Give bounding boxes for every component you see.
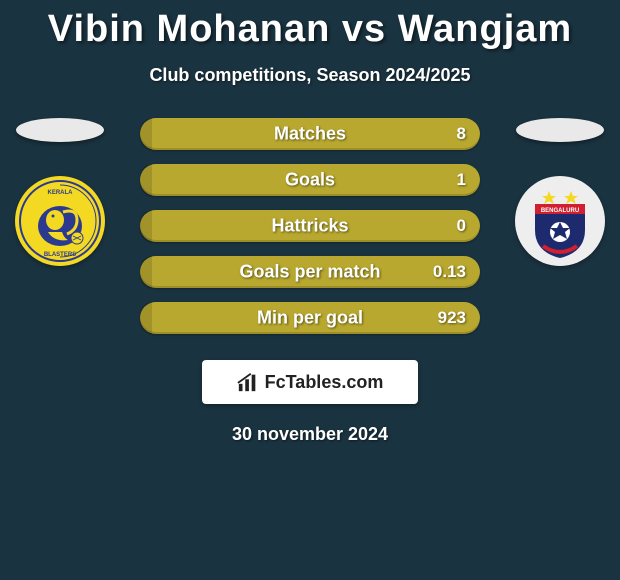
left-club-logo: KERALA BLASTERS	[15, 176, 105, 266]
left-player-column: KERALA BLASTERS	[10, 114, 110, 266]
bar-left-segment	[140, 256, 152, 288]
stat-right-value: 0	[457, 216, 466, 236]
stat-bar: Goals 1	[140, 164, 480, 196]
svg-text:BENGALURU: BENGALURU	[541, 208, 579, 214]
stat-bar: Hattricks 0	[140, 210, 480, 242]
stat-label: Goals per match	[239, 262, 380, 283]
stat-right-value: 8	[457, 124, 466, 144]
stat-right-value: 923	[438, 308, 466, 328]
stat-right-value: 1	[457, 170, 466, 190]
bar-left-segment	[140, 302, 152, 334]
stat-bar: Min per goal 923	[140, 302, 480, 334]
fctables-label: FcTables.com	[265, 372, 384, 393]
bar-left-segment	[140, 118, 152, 150]
bar-chart-icon	[237, 371, 259, 393]
bar-left-segment	[140, 210, 152, 242]
date-label: 30 november 2024	[0, 424, 620, 445]
kerala-blasters-icon: KERALA BLASTERS	[15, 176, 105, 266]
bar-left-segment	[140, 164, 152, 196]
right-club-logo: BENGALURU	[515, 176, 605, 266]
stat-label: Matches	[274, 124, 346, 145]
fctables-watermark: FcTables.com	[202, 360, 418, 404]
stat-bar: Goals per match 0.13	[140, 256, 480, 288]
stat-label: Goals	[285, 170, 335, 191]
svg-text:BLASTERS: BLASTERS	[44, 252, 76, 258]
stat-label: Min per goal	[257, 308, 363, 329]
stats-area: KERALA BLASTERS	[0, 114, 620, 334]
subtitle: Club competitions, Season 2024/2025	[0, 65, 620, 86]
left-player-photo-placeholder	[16, 118, 104, 142]
stat-label: Hattricks	[271, 216, 348, 237]
svg-text:KERALA: KERALA	[48, 190, 74, 196]
stat-bars: Matches 8 Goals 1 Hattricks 0 Goals per match 0…	[140, 114, 480, 334]
stat-bar: Matches 8	[140, 118, 480, 150]
right-player-photo-placeholder	[516, 118, 604, 142]
page-title: Vibin Mohanan vs Wangjam	[0, 0, 620, 51]
stat-right-value: 0.13	[433, 262, 466, 282]
bengaluru-icon: BENGALURU	[515, 176, 605, 266]
right-player-column: BENGALURU	[510, 114, 610, 266]
